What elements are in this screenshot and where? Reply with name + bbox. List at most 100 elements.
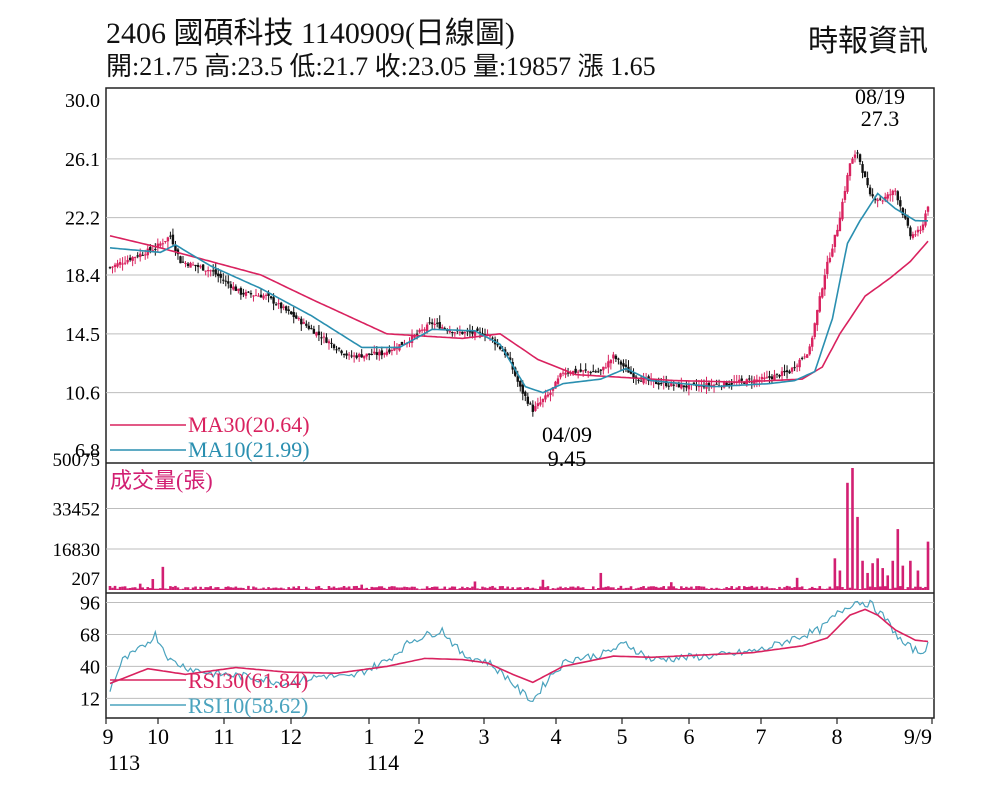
volume-bar <box>488 586 492 590</box>
candle-body <box>428 322 431 324</box>
volume-bar <box>705 588 708 590</box>
candle-body <box>269 296 273 299</box>
volume-bar <box>121 586 124 590</box>
candle-body <box>715 383 718 385</box>
ma10-line <box>109 192 928 394</box>
volume-bar <box>156 588 160 590</box>
volume-bar <box>209 586 212 590</box>
candle-body <box>914 234 917 236</box>
candle-body <box>305 323 308 326</box>
volume-bar <box>685 586 688 590</box>
volume-bar <box>262 587 265 590</box>
ma10-legend: MA10(21.99) <box>188 437 310 462</box>
candle-body <box>111 266 114 268</box>
volume-bar <box>400 587 404 590</box>
candle-body <box>214 269 217 275</box>
low-value-annotation: 9.45 <box>548 446 587 471</box>
candle-body <box>302 322 306 324</box>
candle-body <box>821 288 824 298</box>
volume-bar <box>717 588 721 590</box>
volume-bar <box>284 589 288 590</box>
volume-bar <box>823 588 827 590</box>
candle-body <box>637 379 640 381</box>
volume-bar <box>677 588 681 590</box>
candle-body <box>219 273 222 278</box>
volume-bar <box>770 588 774 590</box>
volume-bar <box>805 589 809 590</box>
volume-bar <box>798 587 801 590</box>
volume-bar <box>428 587 431 590</box>
x-month-label: 7 <box>756 724 767 749</box>
volume-bar <box>720 589 723 590</box>
volume-bar <box>833 558 837 590</box>
volume-bar <box>815 588 819 590</box>
volume-bar <box>116 588 119 590</box>
candle-body <box>861 164 864 173</box>
volume-bar <box>818 586 822 590</box>
volume-bar <box>747 586 751 590</box>
volume-bar <box>226 586 230 590</box>
x-month-label: 9 <box>103 724 114 749</box>
volume-bar <box>619 585 623 590</box>
volume-bar <box>574 587 577 590</box>
x-month-label: 2 <box>414 724 425 749</box>
candle-body <box>365 353 368 357</box>
candle-body <box>612 354 615 359</box>
candle-body <box>393 346 396 351</box>
candle-body <box>473 330 477 336</box>
candle-body <box>743 382 746 384</box>
candle-body <box>604 367 608 369</box>
volume-bar <box>347 586 351 590</box>
candle-body <box>740 378 743 381</box>
candle-body <box>851 158 854 164</box>
volume-bar <box>186 587 190 590</box>
volume-bar <box>393 586 396 590</box>
candle-body <box>534 406 537 411</box>
volume-bar <box>861 560 864 590</box>
candle-body <box>224 280 227 282</box>
candle-body <box>108 267 112 269</box>
volume-bar <box>317 585 321 590</box>
volume-bar <box>277 588 280 590</box>
candle-body <box>881 200 884 202</box>
volume-bar <box>508 588 512 590</box>
volume-bar <box>463 588 467 590</box>
volume-bar <box>727 587 731 590</box>
candle-body <box>889 194 892 196</box>
volume-bar <box>836 586 839 590</box>
candle-body <box>559 373 562 378</box>
volume-bar <box>179 589 182 590</box>
candle-body <box>639 380 643 382</box>
candle-body <box>166 237 170 242</box>
volume-bar <box>171 586 175 590</box>
volume-bar <box>440 588 444 590</box>
volume-bar <box>858 588 862 590</box>
candle-body <box>312 328 316 334</box>
candle-body <box>727 384 731 386</box>
candle-body <box>725 382 728 386</box>
volume-bar <box>443 586 447 590</box>
candle-body <box>282 306 285 308</box>
volume-bar <box>138 583 142 590</box>
candle-body <box>350 355 353 357</box>
volume-bar <box>614 589 618 590</box>
candle-body <box>118 262 122 265</box>
volume-bar <box>337 587 341 590</box>
candle-body <box>463 331 467 334</box>
ma30-legend: MA30(20.64) <box>188 412 310 437</box>
volume-bar <box>654 586 658 590</box>
candle-body <box>335 349 338 351</box>
volume-bar <box>627 587 630 590</box>
candle-body <box>508 357 512 361</box>
volume-bar <box>775 589 779 590</box>
candle-body <box>262 295 265 299</box>
candle-body <box>247 291 250 293</box>
volume-bar <box>571 586 575 590</box>
volume-bar <box>783 587 786 590</box>
candle-body <box>506 353 509 356</box>
volume-bar <box>785 585 789 590</box>
volume-tick-label: 16830 <box>53 540 101 561</box>
candle-body <box>624 364 628 367</box>
candle-body <box>249 293 253 295</box>
volume-bar <box>919 586 922 590</box>
